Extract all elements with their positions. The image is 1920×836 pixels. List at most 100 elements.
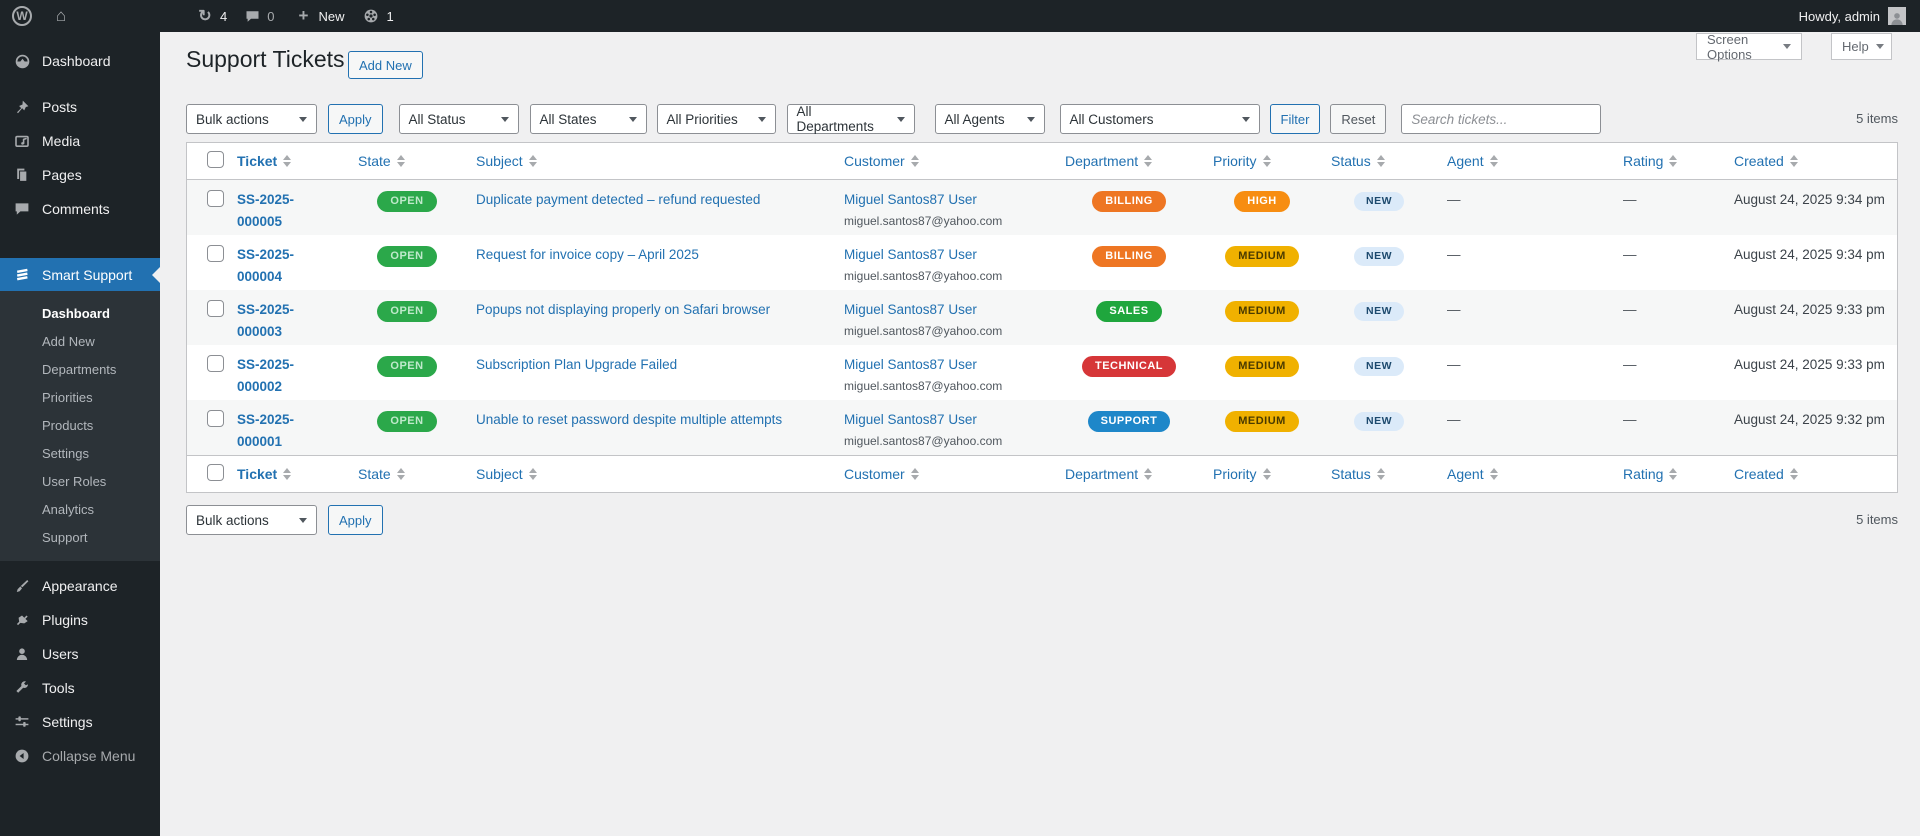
plugin-notifications-item[interactable]: 1 [358,0,397,32]
submenu-item-departments[interactable]: Departments [0,355,160,383]
column-footer-subject[interactable]: Subject [476,466,537,482]
column-header-created[interactable]: Created [1734,153,1798,169]
column-header-subject[interactable]: Subject [476,153,537,169]
status-badge: NEW [1354,247,1404,266]
subject-link[interactable]: Unable to reset password despite multipl… [476,412,782,427]
table-row: SS-2025-000003 OPEN Popups not displayin… [187,290,1897,345]
subject-link[interactable]: Request for invoice copy – April 2025 [476,247,699,262]
sidebar-item-plugins[interactable]: Plugins [0,603,160,637]
states-filter-select[interactable]: All States [530,104,647,134]
column-footer-priority[interactable]: Priority [1213,466,1271,482]
bulk-actions-select[interactable]: Bulk actions [186,104,317,134]
customers-filter-select[interactable]: All Customers [1060,104,1260,134]
rating-value: — [1613,345,1724,400]
customer-link[interactable]: Miguel Santos87 User [844,357,977,372]
column-footer-agent[interactable]: Agent [1447,466,1498,482]
sidebar-item-media[interactable]: Media [0,124,160,158]
visit-site-item[interactable]: ⌂ [48,0,74,32]
customer-link[interactable]: Miguel Santos87 User [844,192,977,207]
sort-icon [1263,468,1271,480]
new-content-item[interactable]: + New [290,0,348,32]
reset-button[interactable]: Reset [1330,104,1386,134]
admin-sidebar: Dashboard Posts Media Pages Comments Sma… [0,32,160,836]
column-header-status[interactable]: Status [1331,153,1385,169]
plus-icon: + [294,7,312,25]
customer-link[interactable]: Miguel Santos87 User [844,247,977,262]
column-header-ticket[interactable]: Ticket [237,153,291,169]
collapse-menu-button[interactable]: Collapse Menu [0,739,160,773]
sidebar-item-dashboard[interactable]: Dashboard [0,44,160,78]
column-footer-status[interactable]: Status [1331,466,1385,482]
row-checkbox[interactable] [207,190,224,207]
column-footer-rating[interactable]: Rating [1623,466,1677,482]
submenu-item-priorities[interactable]: Priorities [0,383,160,411]
submenu-item-user-roles[interactable]: User Roles [0,467,160,495]
column-header-customer[interactable]: Customer [844,153,919,169]
column-header-state[interactable]: State [358,153,405,169]
rating-value: — [1613,235,1724,290]
row-checkbox[interactable] [207,355,224,372]
ticket-link[interactable]: SS-2025-000004 [237,247,294,284]
wordpress-menu-item[interactable]: W [8,0,36,32]
search-input[interactable] [1401,104,1601,134]
ticket-link[interactable]: SS-2025-000003 [237,302,294,339]
subject-link[interactable]: Duplicate payment detected – refund requ… [476,192,760,207]
column-header-priority[interactable]: Priority [1213,153,1271,169]
bulk-actions-label: Bulk actions [196,513,269,528]
column-footer-department[interactable]: Department [1065,466,1152,482]
account-menu-item[interactable]: Howdy, admin [1799,7,1920,25]
help-button[interactable]: Help [1831,33,1892,60]
subject-link[interactable]: Subscription Plan Upgrade Failed [476,357,677,372]
sort-icon [283,468,291,480]
submenu-item-add-new[interactable]: Add New [0,327,160,355]
submenu-label: Products [42,418,93,433]
column-header-rating[interactable]: Rating [1623,153,1677,169]
apply-button-bottom[interactable]: Apply [328,505,383,535]
ticket-link[interactable]: SS-2025-000002 [237,357,294,394]
comments-item[interactable]: 0 [239,0,278,32]
filter-button[interactable]: Filter [1270,104,1321,134]
submenu-label: Settings [42,446,89,461]
apply-button[interactable]: Apply [328,104,383,134]
bulk-actions-select-bottom[interactable]: Bulk actions [186,505,317,535]
priority-badge: MEDIUM [1225,411,1299,432]
column-footer-customer[interactable]: Customer [844,466,919,482]
select-all-checkbox[interactable] [207,464,224,481]
sidebar-item-smart-support[interactable]: Smart Support [0,258,160,291]
row-checkbox[interactable] [207,410,224,427]
ticket-link[interactable]: SS-2025-000005 [237,192,294,229]
updates-item[interactable]: ↻ 4 [192,0,231,32]
sidebar-item-label: Settings [42,714,93,730]
sidebar-item-appearance[interactable]: Appearance [0,569,160,603]
departments-filter-select[interactable]: All Departments [787,104,915,134]
submenu-item-dashboard[interactable]: Dashboard [0,299,160,327]
row-checkbox[interactable] [207,300,224,317]
submenu-item-products[interactable]: Products [0,411,160,439]
screen-options-button[interactable]: Screen Options [1696,33,1802,60]
column-header-agent[interactable]: Agent [1447,153,1498,169]
sidebar-item-pages[interactable]: Pages [0,158,160,192]
column-footer-state[interactable]: State [358,466,405,482]
subject-link[interactable]: Popups not displaying properly on Safari… [476,302,770,317]
priorities-filter-select[interactable]: All Priorities [657,104,776,134]
column-footer-created[interactable]: Created [1734,466,1798,482]
row-checkbox[interactable] [207,245,224,262]
column-header-department[interactable]: Department [1065,153,1152,169]
submenu-item-support[interactable]: Support [0,523,160,551]
sidebar-item-settings[interactable]: Settings [0,705,160,739]
sidebar-item-posts[interactable]: Posts [0,90,160,124]
ticket-link[interactable]: SS-2025-000001 [237,412,294,449]
chevron-down-icon [1876,44,1884,49]
sidebar-item-tools[interactable]: Tools [0,671,160,705]
column-footer-ticket[interactable]: Ticket [237,466,291,482]
submenu-item-settings[interactable]: Settings [0,439,160,467]
sidebar-item-comments[interactable]: Comments [0,192,160,226]
customer-link[interactable]: Miguel Santos87 User [844,302,977,317]
submenu-item-analytics[interactable]: Analytics [0,495,160,523]
agents-filter-select[interactable]: All Agents [935,104,1045,134]
customer-link[interactable]: Miguel Santos87 User [844,412,977,427]
add-new-button[interactable]: Add New [348,51,423,79]
sidebar-item-users[interactable]: Users [0,637,160,671]
status-filter-select[interactable]: All Status [399,104,519,134]
select-all-checkbox[interactable] [207,151,224,168]
